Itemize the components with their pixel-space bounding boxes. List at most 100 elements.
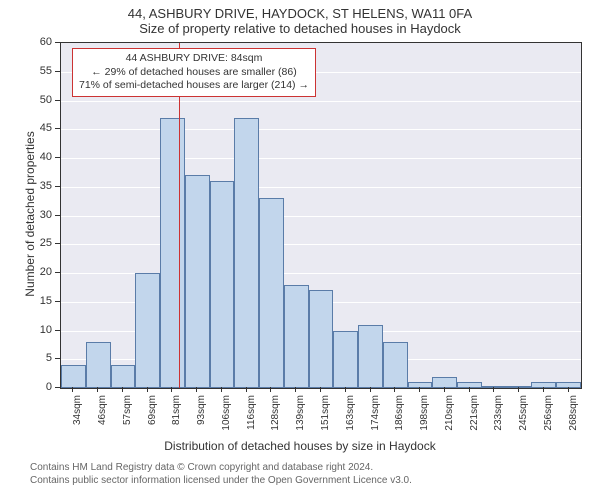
ytick-mark <box>55 387 60 388</box>
xtick-label: 139sqm <box>295 395 306 435</box>
xtick-label: 186sqm <box>394 395 405 435</box>
xtick-mark <box>171 387 172 392</box>
ytick-mark <box>55 272 60 273</box>
gridline <box>61 129 581 130</box>
ytick-label: 40 <box>32 151 52 163</box>
annotation-line: 71% of semi-detached houses are larger (… <box>79 79 309 93</box>
ytick-label: 0 <box>32 381 52 393</box>
ytick-mark <box>55 243 60 244</box>
ytick-label: 45 <box>32 122 52 134</box>
ytick-mark <box>55 330 60 331</box>
xtick-mark <box>568 387 569 392</box>
x-axis-label: Distribution of detached houses by size … <box>0 439 600 453</box>
ytick-mark <box>55 100 60 101</box>
xtick-mark <box>196 387 197 392</box>
bar <box>234 118 259 388</box>
annotation-line: ← 29% of detached houses are smaller (86… <box>79 66 309 80</box>
gridline <box>61 244 581 245</box>
gridline <box>61 158 581 159</box>
xtick-label: 69sqm <box>147 395 158 435</box>
xtick-label: 221sqm <box>469 395 480 435</box>
xtick-mark <box>147 387 148 392</box>
xtick-label: 128sqm <box>270 395 281 435</box>
xtick-mark <box>270 387 271 392</box>
gridline <box>61 101 581 102</box>
xtick-label: 210sqm <box>444 395 455 435</box>
xtick-mark <box>469 387 470 392</box>
gridline <box>61 187 581 188</box>
bar <box>383 342 408 388</box>
bar <box>432 377 457 389</box>
annotation-line: 44 ASHBURY DRIVE: 84sqm <box>79 52 309 66</box>
xtick-label: 174sqm <box>370 395 381 435</box>
bar <box>333 331 358 389</box>
bar <box>61 365 86 388</box>
bar <box>531 382 556 388</box>
bar <box>259 198 284 388</box>
xtick-label: 163sqm <box>345 395 356 435</box>
xtick-label: 151sqm <box>320 395 331 435</box>
ytick-mark <box>55 42 60 43</box>
xtick-label: 233sqm <box>493 395 504 435</box>
xtick-mark <box>543 387 544 392</box>
ytick-label: 60 <box>32 36 52 48</box>
xtick-mark <box>370 387 371 392</box>
bar <box>284 285 309 389</box>
xtick-label: 81sqm <box>171 395 182 435</box>
ytick-label: 30 <box>32 209 52 221</box>
footer-line1: Contains HM Land Registry data © Crown c… <box>30 461 412 474</box>
xtick-mark <box>246 387 247 392</box>
bar <box>86 342 111 388</box>
xtick-label: 245sqm <box>518 395 529 435</box>
xtick-label: 116sqm <box>246 395 257 435</box>
title-line1: 44, ASHBURY DRIVE, HAYDOCK, ST HELENS, W… <box>0 0 600 21</box>
bar <box>111 365 136 388</box>
xtick-mark <box>122 387 123 392</box>
ytick-label: 15 <box>32 295 52 307</box>
ytick-label: 20 <box>32 266 52 278</box>
ytick-mark <box>55 71 60 72</box>
bar <box>160 118 185 388</box>
ytick-mark <box>55 301 60 302</box>
annotation-box: 44 ASHBURY DRIVE: 84sqm← 29% of detached… <box>72 48 316 97</box>
xtick-label: 57sqm <box>122 395 133 435</box>
bar <box>135 273 160 388</box>
bar <box>358 325 383 388</box>
xtick-mark <box>295 387 296 392</box>
xtick-mark <box>320 387 321 392</box>
ytick-mark <box>55 186 60 187</box>
ytick-label: 5 <box>32 352 52 364</box>
xtick-label: 93sqm <box>196 395 207 435</box>
xtick-label: 106sqm <box>221 395 232 435</box>
ytick-mark <box>55 157 60 158</box>
xtick-label: 256sqm <box>543 395 554 435</box>
title-line2: Size of property relative to detached ho… <box>0 21 600 36</box>
ytick-label: 55 <box>32 65 52 77</box>
bar <box>556 382 581 388</box>
ytick-label: 10 <box>32 324 52 336</box>
footer-line2: Contains public sector information licen… <box>30 474 412 487</box>
ytick-mark <box>55 358 60 359</box>
footer-attribution: Contains HM Land Registry data © Crown c… <box>30 461 412 487</box>
ytick-label: 50 <box>32 94 52 106</box>
xtick-label: 46sqm <box>97 395 108 435</box>
gridline <box>61 216 581 217</box>
xtick-label: 198sqm <box>419 395 430 435</box>
xtick-mark <box>97 387 98 392</box>
xtick-mark <box>444 387 445 392</box>
xtick-label: 268sqm <box>568 395 579 435</box>
chart-container: 44, ASHBURY DRIVE, HAYDOCK, ST HELENS, W… <box>0 0 600 500</box>
bar <box>457 382 482 388</box>
bar <box>210 181 235 388</box>
xtick-mark <box>518 387 519 392</box>
xtick-mark <box>345 387 346 392</box>
ytick-mark <box>55 215 60 216</box>
ytick-label: 35 <box>32 180 52 192</box>
ytick-mark <box>55 128 60 129</box>
xtick-mark <box>493 387 494 392</box>
xtick-label: 34sqm <box>72 395 83 435</box>
xtick-mark <box>394 387 395 392</box>
xtick-mark <box>221 387 222 392</box>
bar <box>309 290 334 388</box>
xtick-mark <box>72 387 73 392</box>
